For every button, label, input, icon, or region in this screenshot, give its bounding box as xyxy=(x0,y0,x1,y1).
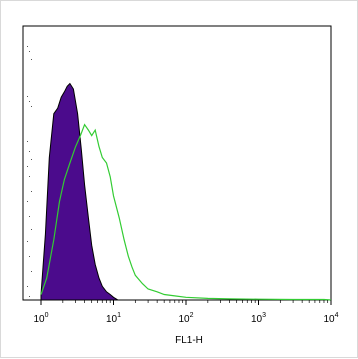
axis-dot xyxy=(31,191,32,192)
axis-dot xyxy=(31,106,32,107)
axis-dot xyxy=(29,101,30,102)
axis-dot xyxy=(31,159,32,160)
filled-histogram-series xyxy=(40,82,120,301)
axis-dot xyxy=(27,46,28,47)
axis-dot xyxy=(31,59,32,60)
x-tick-label: 102 xyxy=(178,312,193,325)
x-tick-label: 100 xyxy=(33,312,48,325)
axis-dot xyxy=(31,271,32,272)
axis-dot xyxy=(27,201,28,202)
x-tick-label: 104 xyxy=(323,312,338,325)
axis-dot xyxy=(27,96,28,97)
axis-dot xyxy=(29,256,30,257)
line-histogram-series xyxy=(40,123,332,301)
axis-dot xyxy=(29,176,30,177)
x-axis-label: FL1-H xyxy=(175,335,203,346)
axis-dot xyxy=(27,241,28,242)
x-tick-label: 103 xyxy=(251,312,266,325)
axis-dot xyxy=(27,286,28,287)
axis-dot xyxy=(29,296,30,297)
axis-dot xyxy=(31,229,32,230)
x-tick-label: 101 xyxy=(106,312,121,325)
x-ticks: 100 101 102 103 104 xyxy=(33,300,339,325)
axis-dot xyxy=(29,51,30,52)
left-axis-dots xyxy=(27,46,32,297)
series-layer xyxy=(40,82,332,301)
axis-dot xyxy=(27,166,28,167)
axis-dot xyxy=(27,141,28,142)
axis-dot xyxy=(29,151,30,152)
axis-dot xyxy=(29,216,30,217)
